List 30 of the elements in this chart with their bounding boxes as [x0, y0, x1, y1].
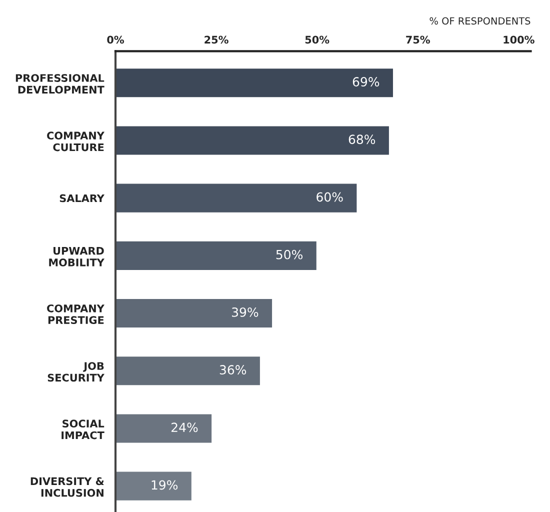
- bar: [116, 67, 394, 99]
- bar: [116, 298, 274, 329]
- y-tick-label: SOCIAL IMPACT: [62, 420, 104, 440]
- data-label: 69%: [352, 77, 380, 87]
- y-tick-label: DIVERSITY & INCLUSION: [30, 477, 104, 497]
- data-label: 36%: [220, 365, 246, 375]
- y-tick-label: PROFESSIONAL DEVELOPMENT: [16, 74, 104, 94]
- x-tick-label: 75%: [406, 36, 430, 44]
- data-label: 39%: [232, 307, 258, 317]
- data-label: 24%: [172, 422, 198, 432]
- y-tick-label: JOB SECURITY: [48, 362, 104, 382]
- bar: [116, 124, 390, 156]
- x-tick-label: 25%: [204, 36, 228, 44]
- y-tick-label: SALARY: [60, 194, 104, 202]
- y-tick-label: COMPANY CULTURE: [47, 132, 104, 152]
- bar: [116, 355, 262, 387]
- bar: [116, 182, 358, 214]
- data-label: 68%: [348, 134, 376, 144]
- x-tick-label: 50%: [305, 36, 330, 44]
- bar: [116, 470, 193, 502]
- data-label: 19%: [152, 480, 178, 490]
- data-label: 60%: [316, 192, 343, 202]
- y-tick-label: COMPANY PRESTIGE: [47, 304, 104, 324]
- y-tick-label: UPWARD MOBILITY: [49, 247, 104, 266]
- x-tick-label: 0%: [107, 36, 124, 44]
- x-tick-label: 100%: [504, 36, 534, 44]
- x-axis-title: % OF RESPONDENTS: [430, 17, 530, 25]
- data-label: 50%: [276, 250, 303, 260]
- bar: [116, 240, 318, 272]
- bar: [116, 412, 213, 444]
